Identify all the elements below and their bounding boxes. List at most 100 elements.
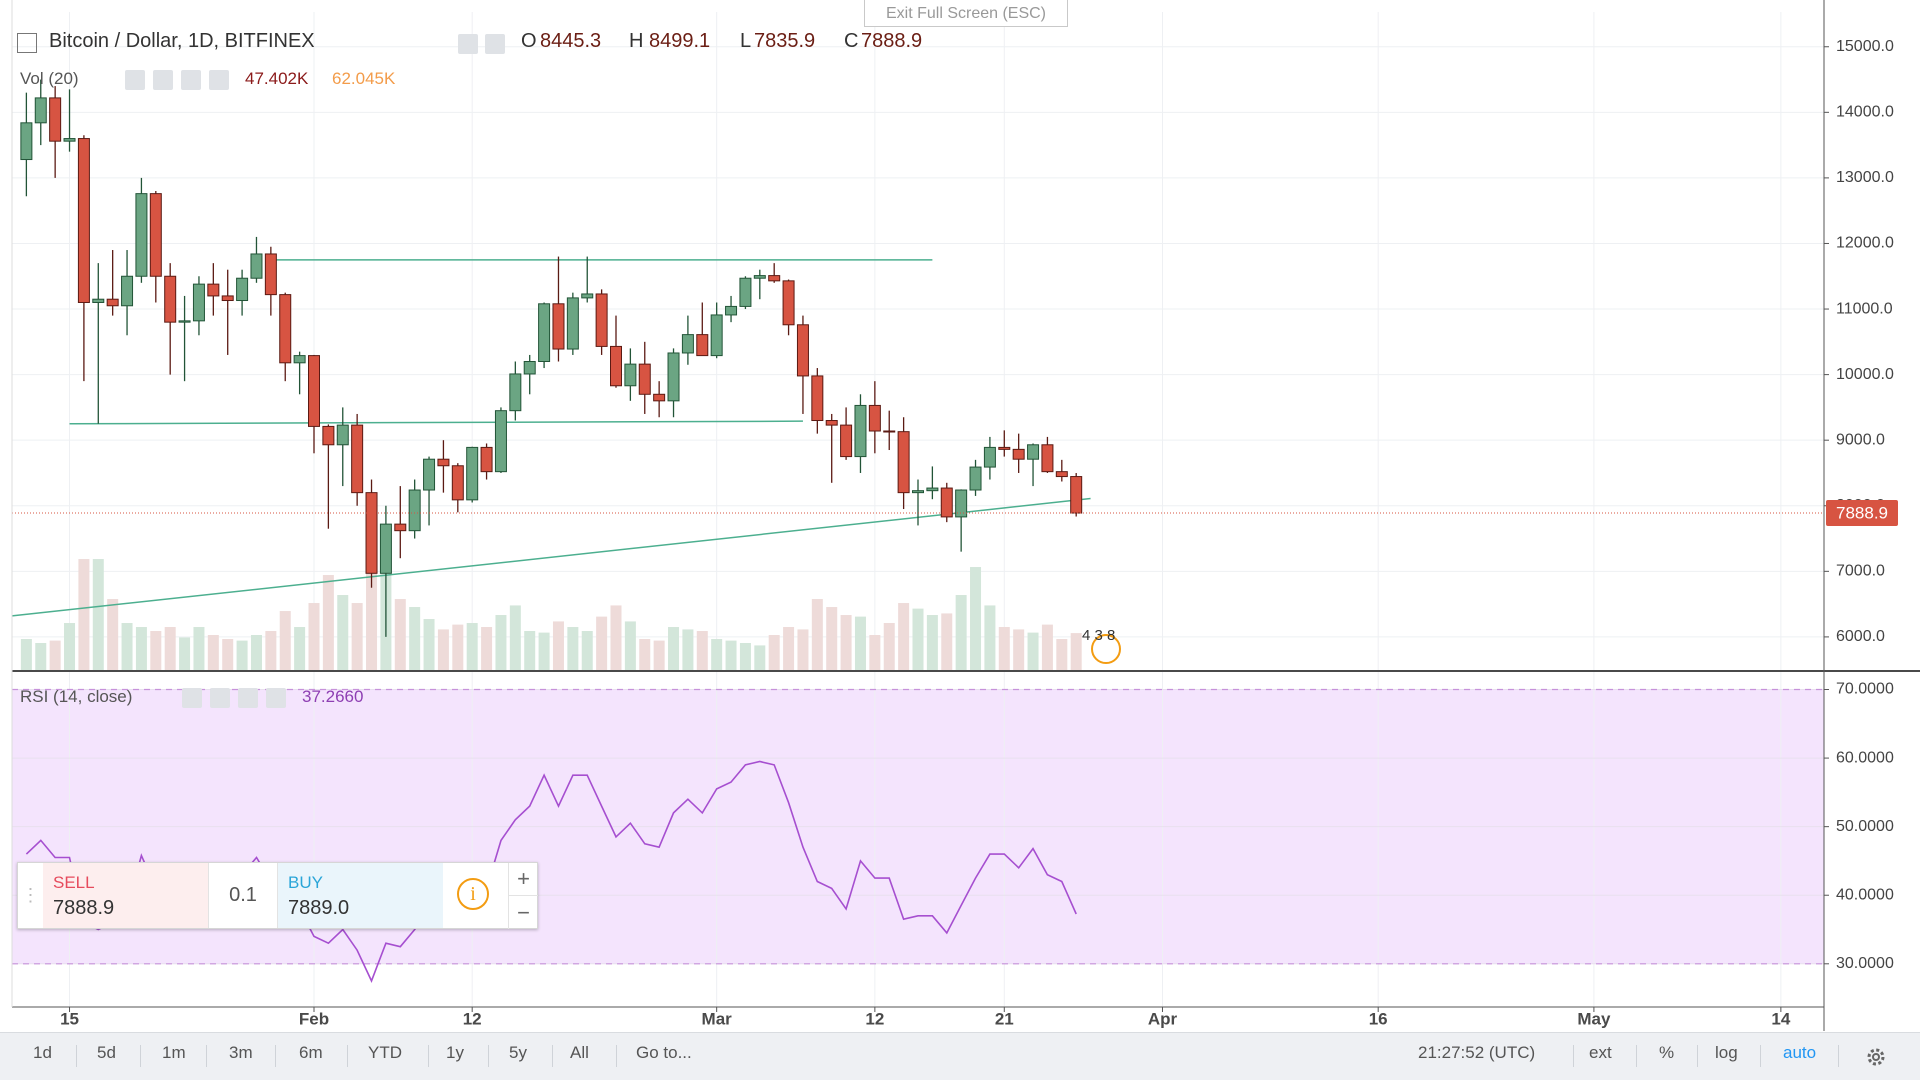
candle-body [667,352,680,402]
eye-icon[interactable] [125,70,145,90]
volume-bar [912,608,924,671]
add-icon[interactable] [238,688,258,708]
x-tick-label: 12 [865,1009,884,1028]
range-button[interactable]: 6m [299,1043,323,1062]
candle-body [466,446,479,501]
sell-button[interactable]: SELL 7888.9 [43,863,208,928]
candle-body [725,305,738,316]
rsi-title: RSI (14, close) [20,687,133,706]
events-badge[interactable]: 4 3 8 [1082,627,1116,644]
eye-icon[interactable] [458,34,478,54]
volume-bar [250,635,262,671]
volume-value: 47.402K [245,69,309,88]
volume-bar [682,629,694,671]
rsi-y-tick-label: 30.0000 [1836,955,1894,972]
volume-bar [926,615,938,671]
candle-body [336,424,349,446]
candle-body [883,430,896,433]
settings-gear[interactable] [1864,1045,1888,1069]
volume-bar [20,639,32,671]
candle-body [840,424,853,458]
x-tick-label: Mar [702,1009,733,1028]
goto-button[interactable]: Go to... [636,1043,692,1062]
range-button[interactable]: 3m [229,1043,253,1062]
info-icon[interactable]: i [457,878,489,910]
volume-bar [466,623,478,671]
log-button[interactable]: log [1715,1043,1738,1062]
volume-bar [121,623,133,671]
remove-icon[interactable] [266,688,286,708]
plus-button[interactable]: + [508,863,538,895]
volume-bar [92,559,104,671]
eye-icon[interactable] [182,688,202,708]
volume-bar [826,607,838,671]
add-icon[interactable] [181,70,201,90]
volume-bar [495,615,507,671]
rsi-y-tick-label: 40.0000 [1836,886,1894,903]
drag-handle[interactable]: ⋮ [21,885,40,905]
volume-bar [970,567,982,671]
buy-button[interactable]: BUY 7889.0 [278,863,443,928]
candle-body [523,360,536,375]
range-button[interactable]: 1y [446,1043,464,1062]
separator [1838,1045,1839,1067]
range-button[interactable]: All [570,1043,589,1062]
volume-bar [739,643,751,671]
volume-bar [207,635,219,671]
settings-icon[interactable] [210,688,230,708]
volume-bar [107,599,119,671]
range-button[interactable]: 5d [97,1043,116,1062]
volume-bar [596,616,608,671]
volume-bar [696,631,708,671]
candle-body [796,324,809,377]
sell-price: 7888.9 [53,897,115,919]
range-button[interactable]: YTD [368,1043,402,1062]
separator [1760,1045,1761,1067]
candle-body [509,373,522,412]
volume-bar [754,645,766,671]
candle-body [149,193,162,277]
range-button[interactable]: 5y [509,1043,527,1062]
percent-button[interactable]: % [1659,1043,1675,1062]
volume-bar [394,599,406,671]
x-tick-label: 21 [995,1009,1014,1028]
auto-button[interactable]: auto [1783,1043,1817,1062]
remove-icon[interactable] [209,70,229,90]
volume-bar [610,605,622,671]
settings-icon[interactable] [153,70,173,90]
candle-body [221,295,234,302]
candle-body [926,487,939,492]
minus-button[interactable]: − [508,895,538,929]
volume-bar [624,621,636,671]
settings-icon[interactable] [485,34,505,54]
candle-body [1027,444,1040,460]
candle-body [164,275,177,323]
candle-body [49,97,62,142]
candle-body [624,363,637,387]
candle-body [681,334,694,354]
x-tick-label: 12 [463,1009,482,1028]
fullscreen-tip[interactable]: Exit Full Screen (ESC) [864,0,1068,27]
volume-bar [955,595,967,671]
x-tick-label: 15 [60,1009,79,1028]
sell-label: SELL [53,873,95,892]
range-button[interactable]: 1d [33,1043,52,1062]
candle-body [135,193,148,277]
volume-bar [984,605,996,671]
volume-bar [351,603,363,671]
volume-bar [581,631,593,671]
x-tick-label: May [1577,1009,1611,1028]
quantity[interactable]: 0.1 [208,863,278,928]
volume-bar [78,559,90,671]
candle-body [20,122,33,161]
separator [347,1045,348,1067]
volume-bar [409,607,421,671]
ext-button[interactable]: ext [1589,1043,1612,1062]
collapse-box[interactable] [17,33,37,53]
volume-bar [811,599,823,671]
range-button[interactable]: 1m [162,1043,186,1062]
volume-bar [64,623,76,671]
candle-body [77,138,90,303]
volume-bar [854,616,866,671]
volume-bar [222,639,234,671]
